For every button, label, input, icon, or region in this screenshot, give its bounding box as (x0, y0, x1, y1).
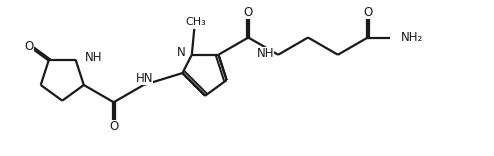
Text: NH₂: NH₂ (401, 31, 423, 44)
Text: N: N (177, 46, 186, 59)
Text: O: O (363, 6, 372, 19)
Text: CH₃: CH₃ (185, 17, 206, 27)
Text: O: O (109, 120, 118, 133)
Text: O: O (25, 40, 34, 53)
Text: O: O (244, 6, 253, 19)
Text: NH: NH (84, 51, 102, 64)
Text: HN: HN (136, 72, 153, 85)
Text: NH: NH (257, 47, 275, 60)
